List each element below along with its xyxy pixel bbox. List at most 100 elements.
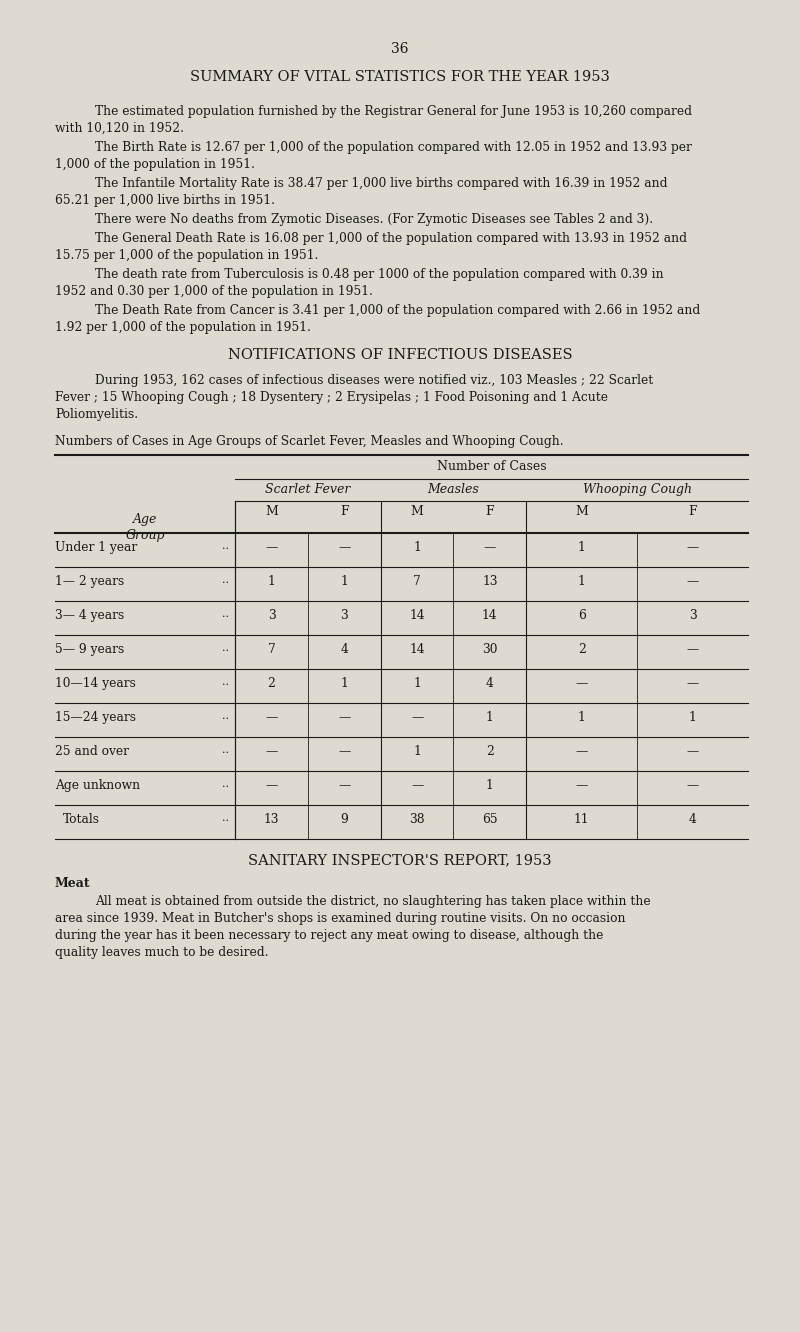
- Text: 30: 30: [482, 643, 498, 655]
- Text: 1: 1: [486, 711, 494, 725]
- Text: 15—24 years: 15—24 years: [55, 711, 136, 725]
- Text: 1: 1: [414, 677, 421, 690]
- Text: 1: 1: [341, 677, 348, 690]
- Text: 2: 2: [578, 643, 586, 655]
- Text: Totals: Totals: [63, 813, 100, 826]
- Text: The estimated population furnished by the Registrar General for June 1953 is 10,: The estimated population furnished by th…: [95, 105, 692, 119]
- Text: F: F: [340, 505, 349, 518]
- Text: 38: 38: [410, 813, 425, 826]
- Text: F: F: [486, 505, 494, 518]
- Text: 7: 7: [414, 575, 421, 587]
- Text: The Infantile Mortality Rate is 38.47 per 1,000 live births compared with 16.39 : The Infantile Mortality Rate is 38.47 pe…: [95, 177, 667, 190]
- Text: —: —: [266, 711, 278, 725]
- Text: M: M: [265, 505, 278, 518]
- Text: during the year has it been necessary to reject any meat owing to disease, altho: during the year has it been necessary to…: [55, 928, 603, 942]
- Text: area since 1939. Meat in Butcher's shops is examined during routine visits. On n: area since 1939. Meat in Butcher's shops…: [55, 912, 626, 924]
- Text: —: —: [686, 677, 698, 690]
- Text: ..: ..: [222, 745, 229, 755]
- Text: 36: 36: [391, 43, 409, 56]
- Text: 4: 4: [689, 813, 697, 826]
- Text: —: —: [338, 779, 350, 793]
- Text: 1— 2 years: 1— 2 years: [55, 575, 124, 587]
- Text: —: —: [266, 745, 278, 758]
- Text: 3: 3: [341, 609, 348, 622]
- Text: —: —: [686, 745, 698, 758]
- Text: —: —: [575, 745, 588, 758]
- Text: 3— 4 years: 3— 4 years: [55, 609, 124, 622]
- Text: Number of Cases: Number of Cases: [437, 460, 546, 473]
- Text: —: —: [266, 541, 278, 554]
- Text: —: —: [338, 745, 350, 758]
- Text: —: —: [575, 677, 588, 690]
- Text: The death rate from Tuberculosis is 0.48 per 1000 of the population compared wit: The death rate from Tuberculosis is 0.48…: [95, 268, 664, 281]
- Text: The Death Rate from Cancer is 3.41 per 1,000 of the population compared with 2.6: The Death Rate from Cancer is 3.41 per 1…: [95, 304, 700, 317]
- Text: 1: 1: [414, 745, 421, 758]
- Text: 4: 4: [486, 677, 494, 690]
- Text: Age unknown: Age unknown: [55, 779, 140, 793]
- Text: 1.92 per 1,000 of the population in 1951.: 1.92 per 1,000 of the population in 1951…: [55, 321, 311, 334]
- Text: ..: ..: [222, 813, 229, 823]
- Text: 7: 7: [268, 643, 275, 655]
- Text: 1: 1: [341, 575, 348, 587]
- Text: 1: 1: [268, 575, 275, 587]
- Text: ..: ..: [222, 575, 229, 585]
- Text: 2: 2: [486, 745, 494, 758]
- Text: 1: 1: [414, 541, 421, 554]
- Text: ..: ..: [222, 677, 229, 687]
- Text: —: —: [338, 711, 350, 725]
- Text: 6: 6: [578, 609, 586, 622]
- Text: SANITARY INSPECTOR'S REPORT, 1953: SANITARY INSPECTOR'S REPORT, 1953: [248, 852, 552, 867]
- Text: 14: 14: [410, 643, 425, 655]
- Text: The General Death Rate is 16.08 per 1,000 of the population compared with 13.93 : The General Death Rate is 16.08 per 1,00…: [95, 232, 687, 245]
- Text: Fever ; 15 Whooping Cough ; 18 Dysentery ; 2 Erysipelas ; 1 Food Poisoning and 1: Fever ; 15 Whooping Cough ; 18 Dysentery…: [55, 392, 608, 404]
- Text: 1: 1: [578, 711, 586, 725]
- Text: SUMMARY OF VITAL STATISTICS FOR THE YEAR 1953: SUMMARY OF VITAL STATISTICS FOR THE YEAR…: [190, 71, 610, 84]
- Text: 1: 1: [578, 541, 586, 554]
- Text: ..: ..: [222, 643, 229, 653]
- Text: Whooping Cough: Whooping Cough: [582, 484, 692, 496]
- Text: 65.21 per 1,000 live births in 1951.: 65.21 per 1,000 live births in 1951.: [55, 194, 275, 206]
- Text: 1952 and 0.30 per 1,000 of the population in 1951.: 1952 and 0.30 per 1,000 of the populatio…: [55, 285, 373, 298]
- Text: M: M: [410, 505, 423, 518]
- Text: Under 1 year: Under 1 year: [55, 541, 138, 554]
- Text: 9: 9: [340, 813, 348, 826]
- Text: with 10,120 in 1952.: with 10,120 in 1952.: [55, 123, 184, 135]
- Text: 5— 9 years: 5— 9 years: [55, 643, 124, 655]
- Text: —: —: [686, 643, 698, 655]
- Text: 1: 1: [689, 711, 697, 725]
- Text: Scarlet Fever: Scarlet Fever: [266, 484, 350, 496]
- Text: 14: 14: [410, 609, 425, 622]
- Text: NOTIFICATIONS OF INFECTIOUS DISEASES: NOTIFICATIONS OF INFECTIOUS DISEASES: [228, 348, 572, 362]
- Text: ..: ..: [222, 711, 229, 721]
- Text: —: —: [411, 779, 423, 793]
- Text: ..: ..: [222, 779, 229, 789]
- Text: The Birth Rate is 12.67 per 1,000 of the population compared with 12.05 in 1952 : The Birth Rate is 12.67 per 1,000 of the…: [95, 141, 692, 155]
- Text: —: —: [686, 779, 698, 793]
- Text: 2: 2: [268, 677, 275, 690]
- Text: 3: 3: [689, 609, 697, 622]
- Text: 14: 14: [482, 609, 498, 622]
- Text: Measles: Measles: [428, 484, 479, 496]
- Text: Meat: Meat: [55, 876, 90, 890]
- Text: During 1953, 162 cases of infectious diseases were notified viz., 103 Measles ; : During 1953, 162 cases of infectious dis…: [95, 374, 654, 388]
- Text: —: —: [338, 541, 350, 554]
- Text: Poliomyelitis.: Poliomyelitis.: [55, 408, 138, 421]
- Text: There were No deaths from Zymotic Diseases. (For Zymotic Diseases see Tables 2 a: There were No deaths from Zymotic Diseas…: [95, 213, 653, 226]
- Text: M: M: [575, 505, 588, 518]
- Text: Age
Group: Age Group: [126, 513, 165, 542]
- Text: 13: 13: [482, 575, 498, 587]
- Text: 11: 11: [574, 813, 590, 826]
- Text: —: —: [575, 779, 588, 793]
- Text: 1,000 of the population in 1951.: 1,000 of the population in 1951.: [55, 159, 255, 170]
- Text: 3: 3: [268, 609, 275, 622]
- Text: —: —: [686, 575, 698, 587]
- Text: 65: 65: [482, 813, 498, 826]
- Text: 1: 1: [486, 779, 494, 793]
- Text: 4: 4: [340, 643, 348, 655]
- Text: 25 and over: 25 and over: [55, 745, 129, 758]
- Text: 13: 13: [264, 813, 279, 826]
- Text: All meat is obtained from outside the district, no slaughtering has taken place : All meat is obtained from outside the di…: [95, 895, 650, 908]
- Text: quality leaves much to be desired.: quality leaves much to be desired.: [55, 946, 269, 959]
- Text: F: F: [688, 505, 697, 518]
- Text: —: —: [266, 779, 278, 793]
